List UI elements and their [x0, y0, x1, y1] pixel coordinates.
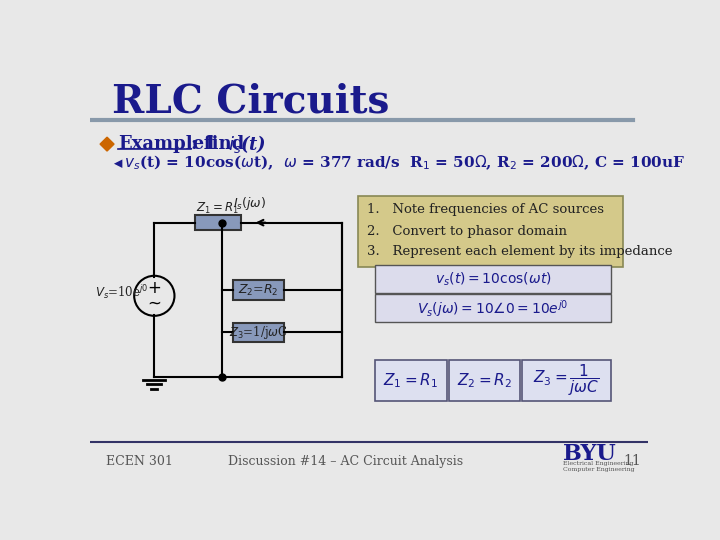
Text: Example1: Example1 [118, 135, 217, 153]
Bar [194, 215, 241, 231]
Text: BYU: BYU [563, 443, 616, 465]
Text: ▲: ▲ [113, 158, 123, 167]
Text: $v_s$(t) = 10cos($\omega$t),  $\omega$ = 377 rad/s  R$_1$ = 50$\Omega$, R$_2$ = : $v_s$(t) = 10cos($\omega$t), $\omega$ = … [124, 153, 685, 172]
Text: Discussion #14 – AC Circuit Analysis: Discussion #14 – AC Circuit Analysis [228, 455, 463, 468]
Text: 1.   Note frequencies of AC sources: 1. Note frequencies of AC sources [367, 203, 605, 216]
Text: $Z_1 = R_1$: $Z_1 = R_1$ [383, 371, 438, 390]
Text: $Z_3 = \dfrac{1}{j\omega C}$: $Z_3 = \dfrac{1}{j\omega C}$ [534, 363, 600, 399]
FancyBboxPatch shape [523, 360, 611, 401]
Text: 11: 11 [624, 454, 642, 468]
FancyBboxPatch shape [449, 360, 520, 401]
Bar [233, 323, 284, 342]
Text: $I_s(j\omega)$: $I_s(j\omega)$ [233, 195, 266, 212]
Text: $V_s(j\omega) = 10\angle 0 = 10e^{j0}$: $V_s(j\omega) = 10\angle 0 = 10e^{j0}$ [418, 298, 569, 319]
Text: $Z_1 = R_1$: $Z_1 = R_1$ [197, 201, 239, 217]
Text: 3.   Represent each element by its impedance: 3. Represent each element by its impedan… [367, 245, 673, 258]
Text: ~: ~ [148, 294, 161, 313]
FancyBboxPatch shape [375, 265, 611, 293]
Text: Electrical Engineering
Computer Engineering: Electrical Engineering Computer Engineer… [563, 461, 634, 472]
FancyBboxPatch shape [375, 294, 611, 322]
Text: $v_s(t) = 10\cos(\omega t)$: $v_s(t) = 10\cos(\omega t)$ [435, 270, 552, 288]
Text: 2.   Convert to phasor domain: 2. Convert to phasor domain [367, 225, 567, 238]
Bar [233, 280, 284, 300]
FancyBboxPatch shape [358, 195, 624, 267]
Polygon shape [100, 137, 114, 151]
Text: $Z_2$=$R_2$: $Z_2$=$R_2$ [238, 282, 279, 298]
Text: ECEN 301: ECEN 301 [106, 455, 172, 468]
Text: $V_s$=10e$^{j0}$: $V_s$=10e$^{j0}$ [95, 283, 148, 301]
Text: $Z_3$=1/j$\omega$C: $Z_3$=1/j$\omega$C [229, 324, 288, 341]
Text: RLC Circuits: RLC Circuits [112, 83, 389, 121]
Text: : find: : find [191, 135, 251, 153]
Text: +: + [148, 279, 161, 297]
Text: $Z_2 = R_2$: $Z_2 = R_2$ [457, 371, 512, 390]
FancyBboxPatch shape [375, 360, 446, 401]
Text: $i_s$(t): $i_s$(t) [228, 133, 266, 155]
